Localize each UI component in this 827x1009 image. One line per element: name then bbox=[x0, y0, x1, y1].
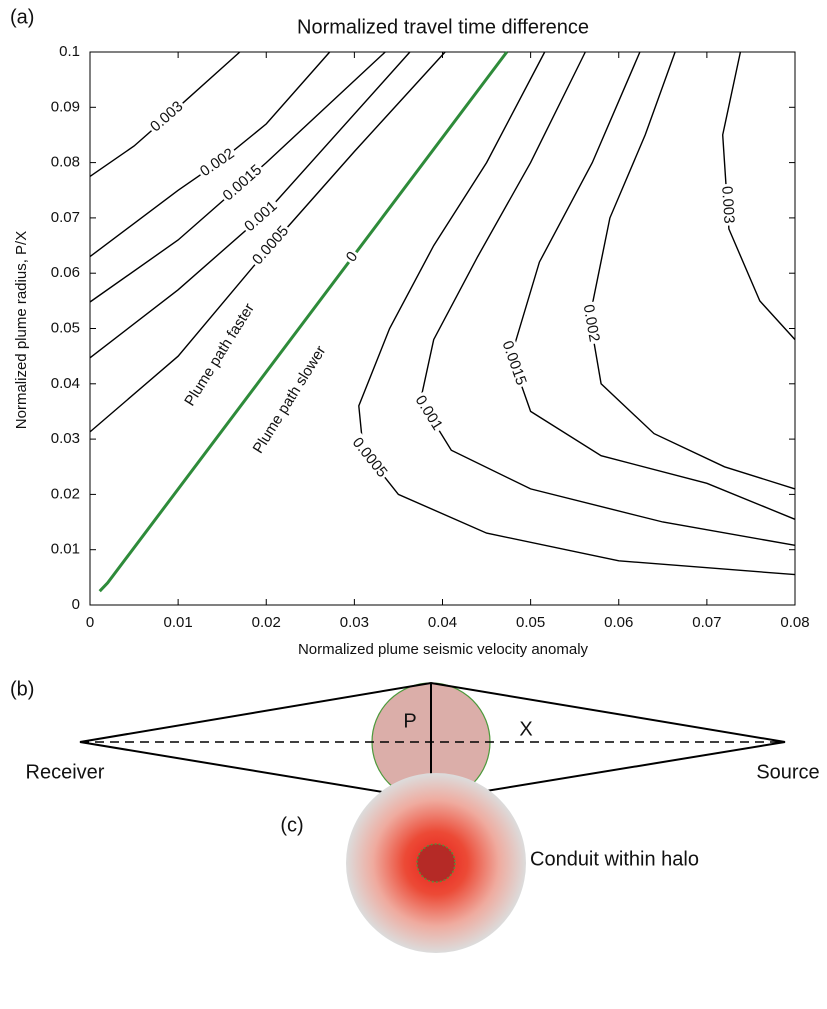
annotation: Plume path slower bbox=[250, 343, 330, 457]
radius-label: P bbox=[403, 710, 416, 732]
contour-label-bg bbox=[239, 196, 283, 237]
contour-label-bg bbox=[410, 390, 447, 435]
contour-label: 0.0005 bbox=[349, 434, 391, 480]
receiver-label: Receiver bbox=[26, 761, 105, 783]
contour-label-bg bbox=[145, 96, 188, 137]
y-tick-label: 0.08 bbox=[51, 154, 80, 171]
plot-frame bbox=[89, 51, 796, 606]
panel-label: (a) bbox=[10, 6, 34, 28]
x-tick-label: 0.05 bbox=[516, 614, 545, 631]
contour-label-bg bbox=[717, 183, 738, 227]
contour-label-bg bbox=[195, 143, 240, 182]
contour-line bbox=[89, 51, 411, 359]
y-tick-label: 0.06 bbox=[51, 264, 80, 281]
contour-label: 0.002 bbox=[580, 303, 603, 343]
chart-title: Normalized travel time difference bbox=[297, 16, 589, 38]
caption: Conduit within halo bbox=[530, 848, 699, 870]
contour-line bbox=[358, 51, 796, 576]
contour-label-bg bbox=[217, 159, 267, 206]
contour-label: 0.0015 bbox=[220, 161, 266, 204]
y-tick-label: 0.1 bbox=[59, 43, 80, 60]
contour-label: 0.002 bbox=[197, 145, 238, 180]
conduit bbox=[416, 843, 456, 883]
contour-label: 0.001 bbox=[412, 392, 446, 433]
y-axis-label: Normalized plume radius, P/X bbox=[13, 231, 30, 429]
x-tick-label: 0.02 bbox=[252, 614, 281, 631]
y-tick-label: 0.04 bbox=[51, 375, 80, 392]
contour-label: 0.003 bbox=[718, 185, 737, 224]
x-tick-label: 0.08 bbox=[780, 614, 809, 631]
contour-label-bg bbox=[579, 301, 604, 346]
panel-label: (c) bbox=[280, 814, 303, 836]
y-tick-label: 0.07 bbox=[51, 209, 80, 226]
contour-label: 0.0015 bbox=[499, 339, 530, 388]
x-tick-label: 0.06 bbox=[604, 614, 633, 631]
x-tick-label: 0.07 bbox=[692, 614, 721, 631]
contour-line bbox=[510, 51, 796, 520]
x-tick-label: 0.04 bbox=[428, 614, 457, 631]
y-tick-label: 0.05 bbox=[51, 319, 80, 336]
contour-line bbox=[721, 51, 796, 341]
y-tick-label: 0.03 bbox=[51, 430, 80, 447]
contour-line bbox=[588, 51, 796, 490]
panel-label: (b) bbox=[10, 678, 34, 700]
annotation: Plume path faster bbox=[181, 300, 258, 409]
contour-label-bg bbox=[341, 246, 363, 267]
y-tick-label: 0.01 bbox=[51, 541, 80, 558]
contour-line bbox=[98, 51, 508, 593]
contour-label-bg bbox=[247, 221, 294, 270]
contour-line bbox=[89, 51, 386, 303]
y-tick-label: 0.09 bbox=[51, 98, 80, 115]
x-axis-label: Normalized plume seismic velocity anomal… bbox=[298, 641, 589, 658]
x-tick-label: 0.01 bbox=[164, 614, 193, 631]
x-tick-label: 0 bbox=[86, 614, 94, 631]
plot-area: 0 0.01 0.02 0.03 0.04 0.05 0.06 0.07 0.08 0 0.01 0.… bbox=[51, 43, 810, 631]
contour-label-bg bbox=[497, 336, 531, 390]
y-tick-label: 0 bbox=[72, 596, 80, 613]
ray-paths bbox=[79, 681, 786, 802]
contour-line bbox=[89, 51, 331, 258]
distance-label: X bbox=[519, 718, 532, 740]
x-tick-label: 0.03 bbox=[340, 614, 369, 631]
source-label: Source bbox=[756, 761, 819, 783]
y-tick-label: 0.02 bbox=[51, 485, 80, 502]
contour-label-bg bbox=[347, 432, 392, 483]
